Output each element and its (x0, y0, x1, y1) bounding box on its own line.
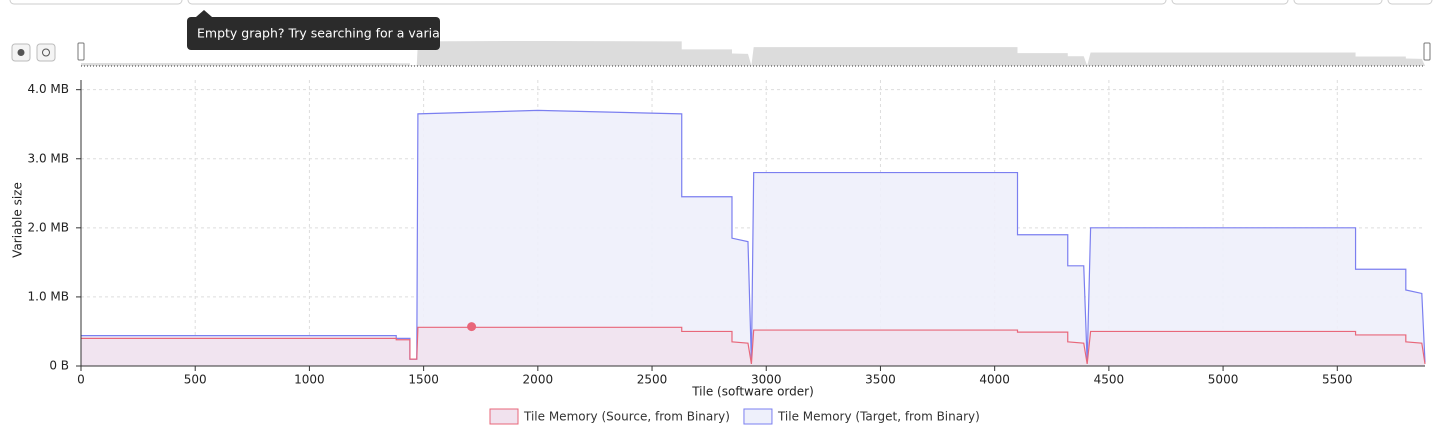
x-tick-label: 3000 (751, 373, 782, 387)
brush-handle[interactable] (77, 42, 85, 61)
select[interactable] (1171, 0, 1289, 5)
x-axis-title: Tile (software order) (691, 385, 814, 399)
overview (81, 40, 1425, 66)
x-tick-label: 5500 (1322, 373, 1353, 387)
x-tick-label: 1000 (294, 373, 325, 387)
plot: 0 B 1.0 MB 2.0 MB 3.0 MB 4.0 MB 0 500 1000 1500 2… (28, 80, 1426, 387)
tooltip-arrow (196, 10, 212, 17)
y-tick-label: 3.0 MB (28, 151, 69, 165)
y-tick-label: 1.0 MB (28, 289, 69, 303)
hover-point (467, 322, 477, 332)
x-tick-label: 4000 (979, 373, 1010, 387)
y-tick-label: 4.0 MB (28, 82, 69, 96)
legend-swatch (489, 408, 519, 425)
legend: Tile Memory (Source, from Binary) Tile Me… (489, 408, 980, 425)
button[interactable] (1387, 0, 1433, 5)
variable-input[interactable] (187, 0, 1167, 5)
x-tick-label: 2000 (523, 373, 554, 387)
legend-swatch (743, 408, 773, 425)
tooltip (187, 17, 440, 50)
x-tick-label: 5000 (1208, 373, 1239, 387)
legend-label: Tile Memory (Target, from Binary) (777, 410, 980, 424)
x-tick-label: 1500 (408, 373, 439, 387)
x-tick-label: 0 (77, 373, 85, 387)
select[interactable] (1293, 0, 1383, 5)
reset-icon (42, 48, 50, 57)
reset-button[interactable] (36, 43, 56, 62)
overview-area (81, 40, 1425, 66)
x-tick-label: 2500 (637, 373, 668, 387)
search-input[interactable] (9, 0, 183, 5)
legend-label: Tile Memory (Source, from Binary) (523, 410, 730, 424)
y-tick-label: 2.0 MB (28, 220, 69, 234)
series-line (81, 326, 1426, 365)
y-axis-title: Variable size (11, 182, 25, 258)
gear-icon (17, 49, 25, 56)
y-tick-label: 0 B (49, 359, 69, 373)
x-tick-label: 3500 (865, 373, 896, 387)
tooltip-text: Empty graph? Try searching for a variabl… (197, 26, 459, 41)
x-tick-label: 4500 (1094, 373, 1125, 387)
x-tick-label: 500 (184, 373, 207, 387)
brush-handle[interactable] (1423, 42, 1431, 61)
